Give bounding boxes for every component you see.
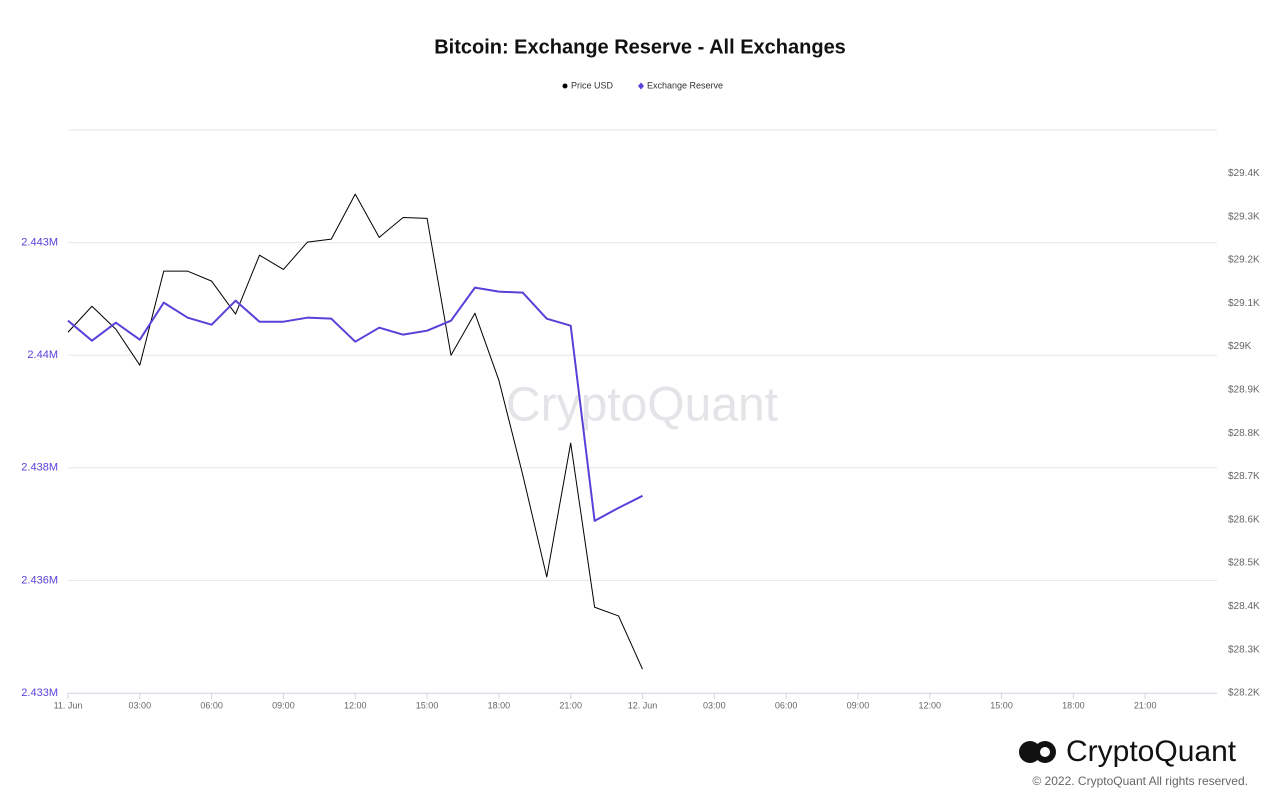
watermark: CryptoQuant (506, 379, 778, 432)
y-tick-label: 2.436M (21, 574, 58, 586)
y-tick-label: 2.44M (27, 349, 58, 361)
y2-tick-label: $28.2K (1228, 688, 1260, 699)
x-tick-label: 06:00 (775, 700, 798, 710)
x-tick-label: 12:00 (344, 700, 367, 710)
chart-title: Bitcoin: Exchange Reserve - All Exchange… (434, 36, 846, 58)
y2-tick-label: $29.1K (1228, 298, 1260, 309)
x-tick-label: 12:00 (918, 700, 941, 710)
legend-symbol (562, 83, 568, 89)
x-tick-label: 09:00 (847, 700, 870, 710)
y2-tick-label: $28.7K (1228, 471, 1260, 482)
y2-tick-label: $28.6K (1228, 514, 1260, 525)
brand-logo (1019, 741, 1056, 763)
x-tick-label: 03:00 (703, 700, 726, 710)
x-tick-label: 03:00 (129, 700, 152, 710)
y2-tick-label: $28.4K (1228, 601, 1260, 612)
x-tick-label: 21:00 (559, 700, 582, 710)
copyright: © 2022. CryptoQuant All rights reserved. (1032, 774, 1248, 788)
x-tick-label: 18:00 (488, 700, 511, 710)
y2-tick-label: $28.9K (1228, 384, 1260, 395)
brand-name: CryptoQuant (1066, 735, 1237, 768)
y2-tick-label: $29.2K (1228, 255, 1260, 266)
y2-tick-label: $28.5K (1228, 558, 1260, 569)
y2-tick-label: $28.8K (1228, 428, 1260, 439)
y-tick-label: 2.438M (21, 462, 58, 474)
y2-tick-label: $29.4K (1228, 168, 1260, 179)
x-tick-label: 06:00 (200, 700, 223, 710)
y2-tick-label: $29.3K (1228, 211, 1260, 222)
x-tick-label: 18:00 (1062, 700, 1085, 710)
y2-tick-label: $29K (1228, 341, 1252, 352)
x-tick-label: 15:00 (990, 700, 1013, 710)
x-tick-label: 21:00 (1134, 700, 1157, 710)
y-tick-label: 2.433M (21, 687, 58, 699)
y2-tick-label: $28.3K (1228, 644, 1260, 655)
x-tick-label: 09:00 (272, 700, 295, 710)
series-line (67, 193, 643, 670)
legend-label[interactable]: Exchange Reserve (647, 80, 723, 90)
x-tick-label: 11. Jun (54, 700, 83, 710)
series-line (67, 286, 643, 522)
x-tick-label: 12. Jun (628, 700, 658, 710)
legend-label[interactable]: Price USD (571, 80, 614, 90)
y-tick-label: 2.443M (21, 237, 58, 249)
legend-symbol (638, 82, 644, 90)
x-tick-label: 15:00 (416, 700, 439, 710)
